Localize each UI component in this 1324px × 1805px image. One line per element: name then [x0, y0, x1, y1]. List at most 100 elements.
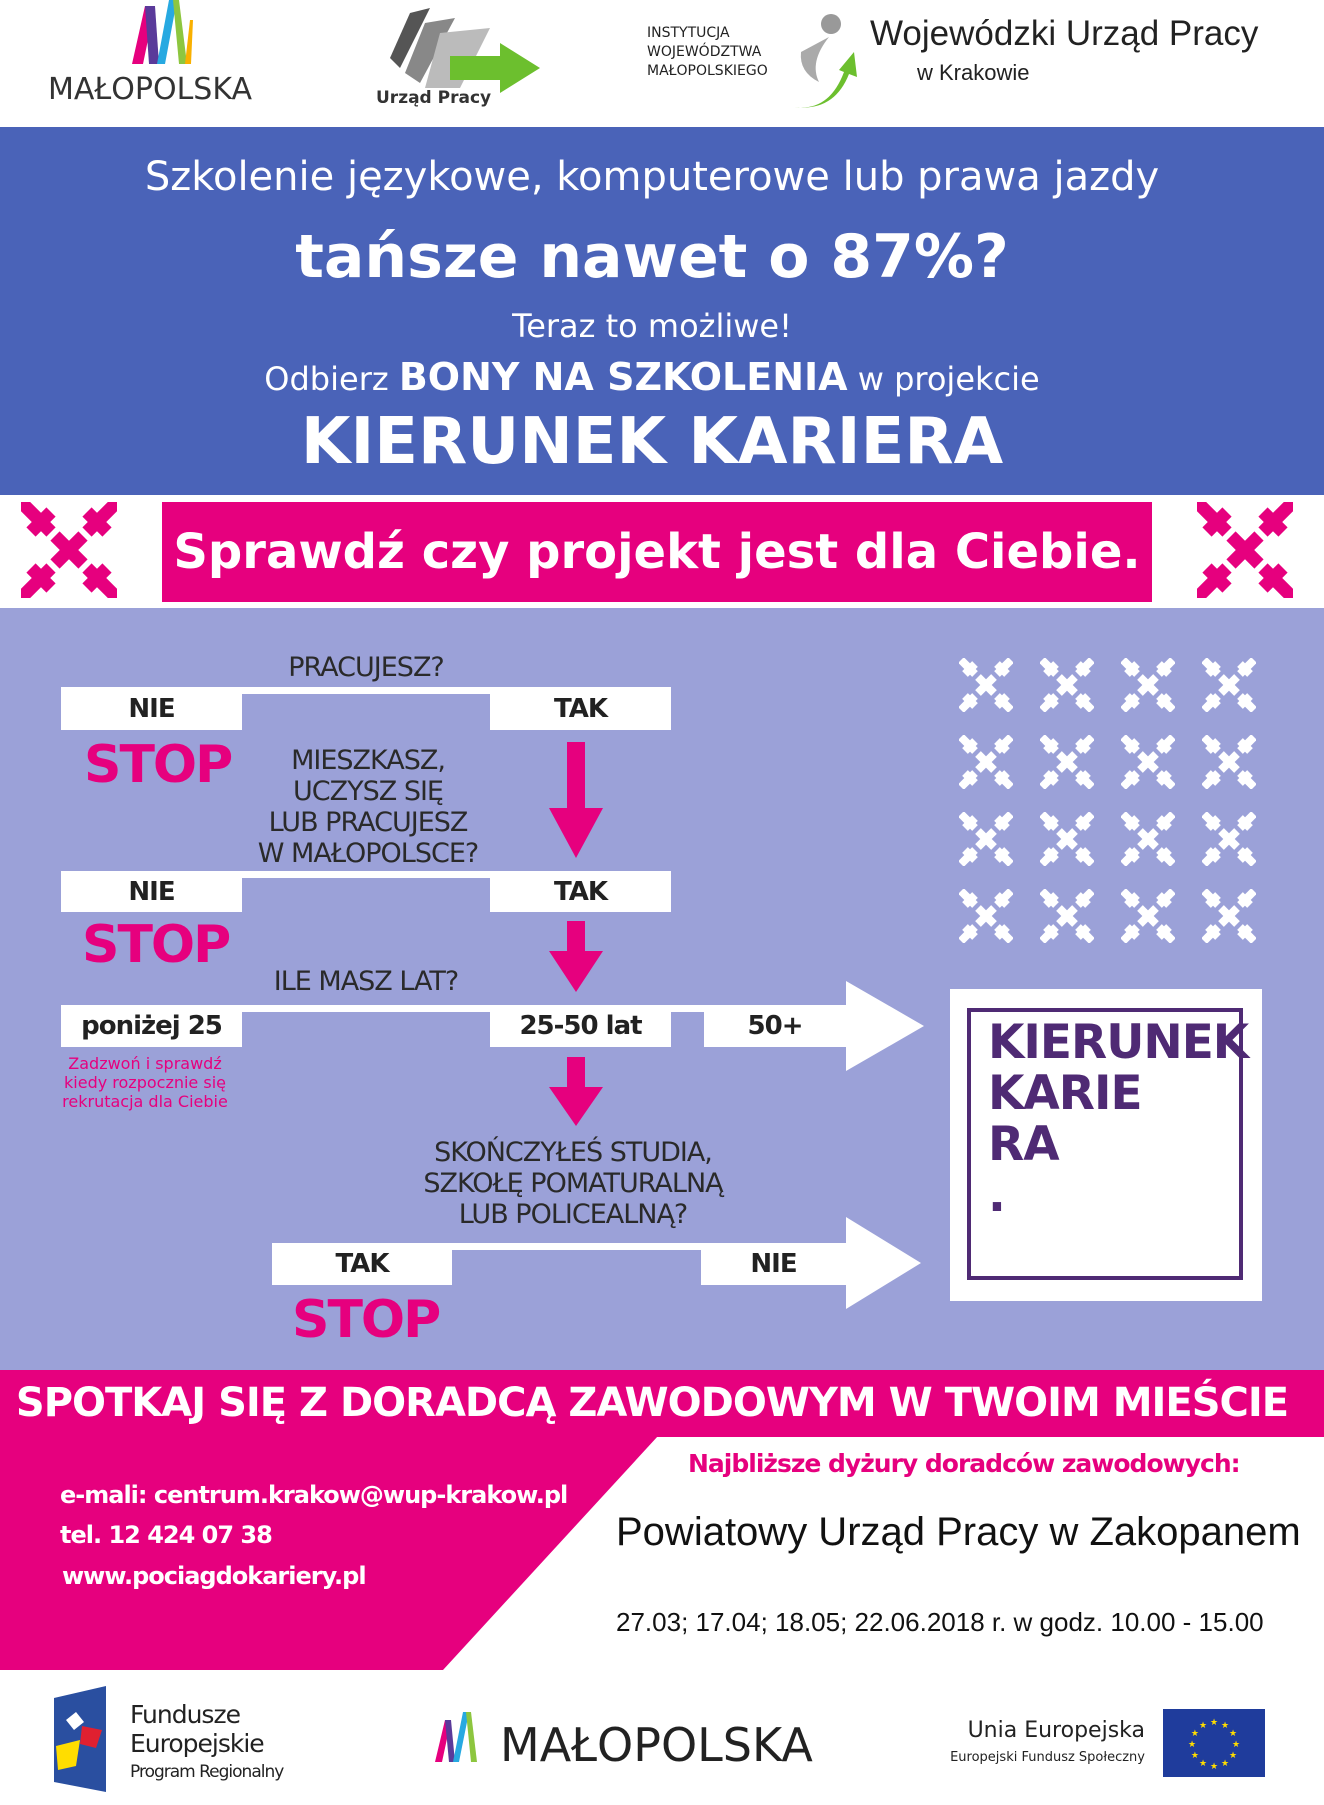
- stop-label: STOP: [292, 1290, 441, 1350]
- logo-line: KARIE: [988, 1066, 1143, 1121]
- cross-pattern-icon: [1039, 734, 1095, 790]
- malopolska-logo-text: MAŁOPOLSKA: [48, 72, 253, 107]
- note-line: Zadzwoń i sprawdź: [68, 1054, 222, 1073]
- question-line: LUB PRACUJESZ: [268, 807, 469, 838]
- hero-line3: Teraz to możliwe!: [512, 307, 792, 345]
- cross-pattern-icon: [1039, 657, 1095, 713]
- hero-line4-pre: Odbierz: [264, 360, 399, 398]
- connector-line: [61, 871, 671, 878]
- malopolska-m-icon: [435, 1712, 477, 1762]
- eu-star-icon: ★: [1221, 1759, 1229, 1769]
- hero-line4: Odbierz BONY NA SZKOLENIA w projekcie: [0, 355, 1304, 399]
- fundusze-europejskie-icon: [54, 1686, 106, 1792]
- cross-pattern-icon: [1039, 811, 1095, 867]
- question-working: PRACUJESZ?: [288, 652, 445, 683]
- duty-heading: Najbliższe dyżury doradców zawodowych:: [688, 1449, 1241, 1478]
- urzad-pracy-logo-icon: [390, 8, 540, 93]
- cross-pattern-icon: [1120, 888, 1176, 944]
- stop-label: STOP: [84, 735, 233, 795]
- cross-pattern-icon: [958, 734, 1014, 790]
- hero-line4-post: w projekcie: [847, 360, 1040, 398]
- fe-logo-text: Fundusze Europejskie Program Regionalny: [130, 1700, 284, 1787]
- contact-heading: SPOTKAJ SIĘ Z DORADCĄ ZAWODOWYM W TWOIM …: [15, 1380, 1289, 1426]
- question-line: MIESZKASZ,: [291, 745, 446, 776]
- right-arrow-icon: [704, 981, 924, 1071]
- contact-heading-bar: [0, 1370, 1324, 1437]
- logo-frame: [967, 1008, 1243, 1280]
- question-education: SKOŃCZYŁEŚ STUDIA, SZKOŁĘ POMATURALNĄ LU…: [373, 1137, 773, 1230]
- cross-pattern-icon: [1039, 888, 1095, 944]
- institution-line: WOJEWÓDZTWA: [647, 44, 762, 60]
- eu-star-icon: ★: [1191, 1729, 1199, 1739]
- connector-line: [272, 1243, 852, 1250]
- question-age: ILE MASZ LAT?: [273, 966, 460, 997]
- question-line: LUB POLICEALNĄ?: [458, 1199, 689, 1230]
- urzad-pracy-logo-text: Urząd Pracy: [376, 88, 492, 108]
- question-line: UCZYSZ SIĘ: [293, 776, 444, 807]
- contact-panel: [0, 1436, 658, 1670]
- age-under-25: poniżej 25: [61, 1005, 242, 1047]
- down-arrow-icon: [549, 742, 603, 858]
- eu-star-icon: ★: [1188, 1740, 1196, 1750]
- cross-pattern-icon: [1120, 657, 1176, 713]
- hero-line1: Szkolenie językowe, komputerowe lub praw…: [144, 154, 1160, 200]
- fe-subtitle: Program Regionalny: [130, 1762, 284, 1782]
- question-malopolska: MIESZKASZ, UCZYSZ SIĘ LUB PRACUJESZ W MA…: [218, 745, 518, 869]
- connector-line: [61, 1005, 861, 1012]
- cross-pattern-icon: [958, 657, 1014, 713]
- logo-text: KIERUNEK KARIE RA .: [988, 1015, 1249, 1223]
- malopolska-m-icon: [132, 0, 193, 64]
- eu-star-icon: ★: [1199, 1759, 1207, 1769]
- hero-banner: Szkolenie językowe, komputerowe lub praw…: [0, 127, 1324, 495]
- answer-no: NIE: [750, 1249, 797, 1279]
- contact-phone[interactable]: tel. 12 424 07 38: [60, 1521, 273, 1549]
- cross-pattern-icon: [1197, 502, 1293, 598]
- fe-title: Europejskie: [130, 1729, 265, 1758]
- cross-pattern-icon: [1201, 657, 1257, 713]
- stop-label: STOP: [82, 915, 231, 975]
- check-banner: Sprawdź czy projekt jest dla Ciebie.: [162, 502, 1152, 602]
- connector-line: [61, 687, 671, 694]
- cross-pattern-grid: [958, 657, 1259, 944]
- kierunek-kariera-logo: KIERUNEK KARIE RA .: [950, 989, 1262, 1301]
- eu-flag-icon: ★★★★★★★★★ ★ ★★: [1163, 1709, 1265, 1777]
- malopolska-footer-text: MAŁOPOLSKA: [500, 1718, 813, 1772]
- logo-line: .: [988, 1168, 1006, 1223]
- right-arrow-icon: [701, 1217, 921, 1309]
- eu-star-icon: ★: [1221, 1721, 1229, 1731]
- cross-pattern-icon: [21, 502, 117, 598]
- institution-line: INSTYTUCJA: [647, 25, 730, 41]
- age-25-50: 25-50 lat: [490, 1005, 671, 1047]
- answer-yes: TAK: [490, 687, 671, 730]
- eu-subtitle: Europejski Fundusz Społeczny: [950, 1750, 1145, 1765]
- question-line: W MAŁOPOLSCE?: [257, 838, 479, 869]
- logo-line: RA: [988, 1117, 1060, 1172]
- contact-email[interactable]: e-mali: centrum.krakow@wup-krakow.pl: [60, 1481, 568, 1509]
- logo-line: KIERUNEK: [988, 1015, 1249, 1070]
- down-arrow-icon: [549, 1057, 603, 1126]
- cross-pattern-icon: [958, 811, 1014, 867]
- duty-dates: 27.03; 17.04; 18.05; 22.06.2018 r. w god…: [616, 1607, 1264, 1637]
- question-line: SZKOŁĘ POMATURALNĄ: [423, 1168, 723, 1199]
- down-arrow-icon: [549, 921, 603, 992]
- wup-figure-icon: [794, 14, 857, 108]
- cross-pattern-icon: [1201, 734, 1257, 790]
- eu-star-icon: ★: [1229, 1729, 1237, 1739]
- answer-yes: TAK: [490, 871, 671, 912]
- cross-pattern-icon: [1201, 888, 1257, 944]
- wup-title: Wojewódzki Urząd Pracy: [870, 14, 1259, 53]
- eu-star-icon: ★: [1210, 1718, 1218, 1728]
- cross-pattern-icon: [1201, 811, 1257, 867]
- cross-pattern-icon: [958, 888, 1014, 944]
- age-over-50: 50+: [747, 1011, 804, 1041]
- note-line: rekrutacja dla Ciebie: [62, 1092, 228, 1111]
- institution-text: INSTYTUCJA WOJEWÓDZTWA MAŁOPOLSKIEGO: [647, 24, 768, 81]
- question-line: SKOŃCZYŁEŚ STUDIA,: [434, 1137, 713, 1168]
- cross-pattern-icon: [1120, 811, 1176, 867]
- eu-star-icon: ★: [1232, 1740, 1240, 1750]
- contact-website[interactable]: www.pociagdokariery.pl: [62, 1562, 367, 1590]
- eu-title: Unia Europejska: [967, 1718, 1145, 1743]
- hero-project-name: KIERUNEK KARIERA: [300, 405, 1004, 479]
- answer-yes: TAK: [272, 1243, 452, 1285]
- answer-no: NIE: [61, 871, 242, 912]
